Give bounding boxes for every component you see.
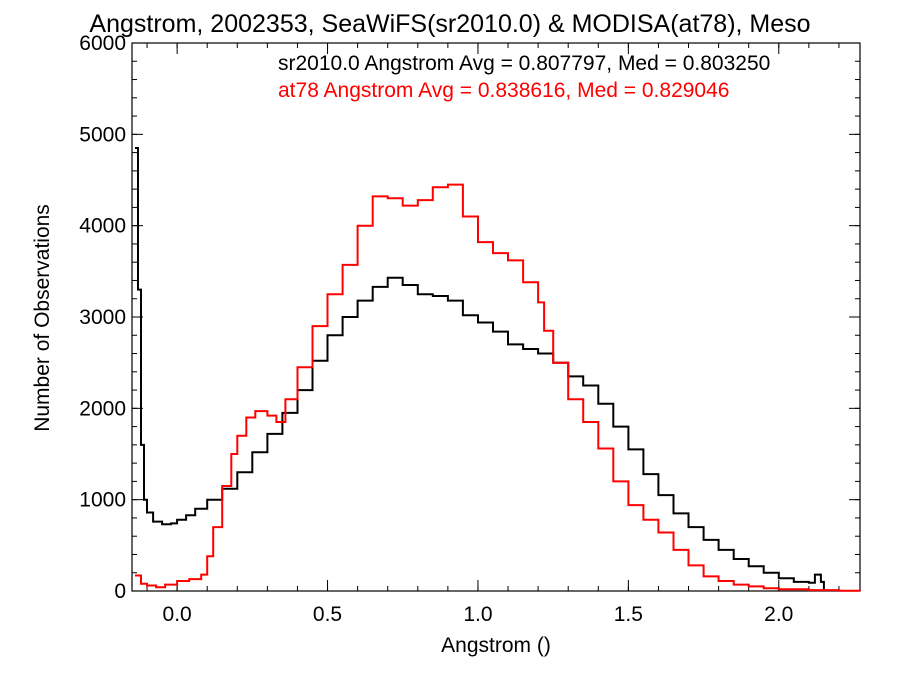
x-tick-label: 1.5 [614, 603, 643, 626]
x-tick-label: 0.0 [163, 603, 192, 626]
x-tick-label: 0.5 [313, 603, 342, 626]
annotation-sr2010: sr2010.0 Angstrom Avg = 0.807797, Med = … [278, 52, 770, 75]
y-axis-label: Number of Observations [31, 204, 54, 432]
annotation-at78: at78 Angstrom Avg = 0.838616, Med = 0.82… [278, 79, 729, 102]
y-tick-label: 3000 [79, 306, 126, 329]
plot-area: 0.0 0.5 1.0 1.5 2.0 0 1000 2000 3000 4000 5000 6000 [79, 32, 861, 626]
x-axis-label: Angstrom () [441, 634, 551, 657]
y-tick-label: 4000 [79, 215, 126, 238]
chart-title: Angstrom, 2002353, SeaWiFS(sr2010.0) & M… [89, 10, 810, 38]
y-tick-label: 1000 [79, 489, 126, 512]
x-tick-label: 2.0 [764, 603, 793, 626]
y-tick-label: 2000 [79, 397, 126, 420]
series-line-0 [135, 147, 825, 591]
y-tick-label: 0 [114, 580, 126, 603]
plot-frame [131, 42, 861, 592]
y-tick-label: 5000 [79, 123, 126, 146]
x-tick-label: 1.0 [463, 603, 492, 626]
y-tick-label: 6000 [79, 32, 126, 55]
series-line-1 [135, 183, 861, 592]
